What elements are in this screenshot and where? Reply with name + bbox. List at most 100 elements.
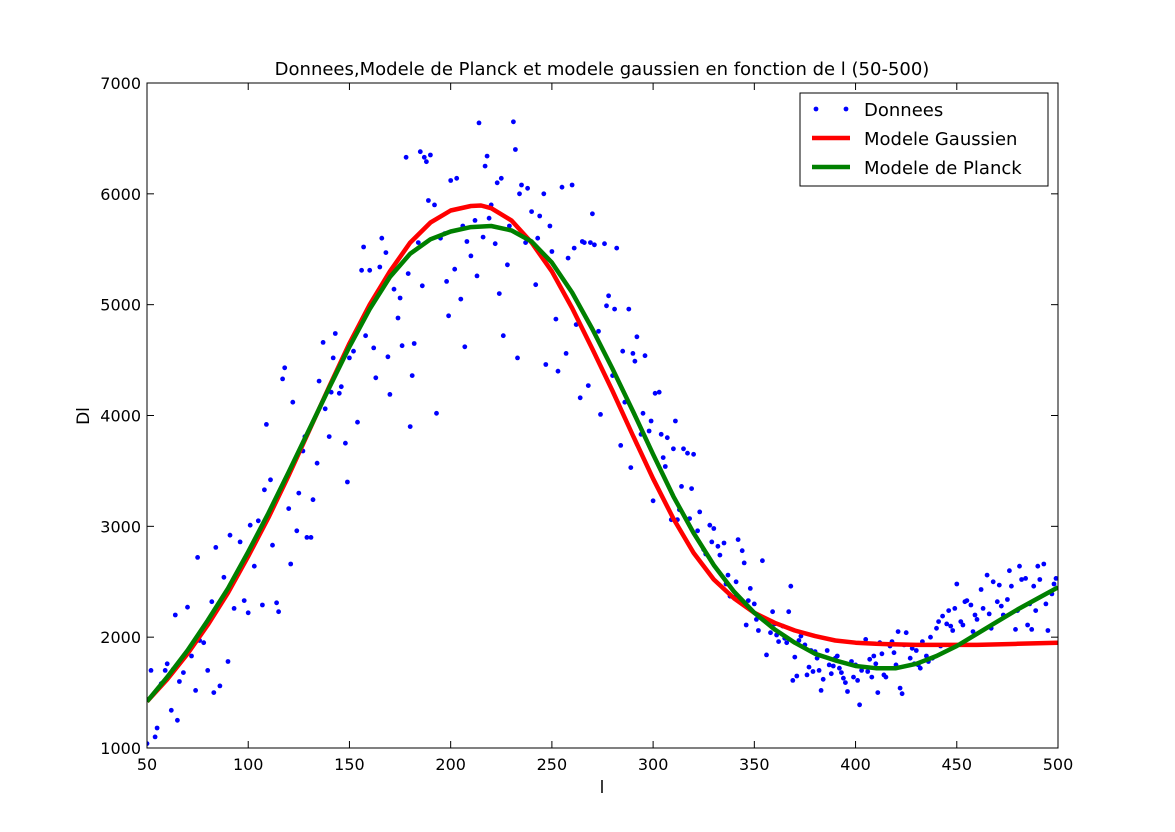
data-point [571, 245, 577, 251]
data-point [347, 355, 352, 361]
data-point [511, 119, 516, 125]
data-point [697, 509, 703, 515]
data-point [421, 154, 427, 160]
data-point [646, 428, 652, 434]
x-axis-label: l [600, 778, 605, 798]
data-point [717, 552, 723, 558]
data-point [875, 690, 881, 695]
data-point [175, 717, 180, 723]
x-tick-label: 300 [638, 755, 669, 774]
data-point [383, 250, 389, 256]
data-point [237, 539, 243, 545]
data-point [851, 674, 856, 680]
data-point [788, 583, 794, 589]
data-point [794, 673, 800, 679]
data-point [784, 640, 790, 646]
data-point [1007, 568, 1012, 574]
data-point [1033, 608, 1039, 613]
data-point [343, 440, 348, 446]
data-point [454, 175, 460, 181]
data-point [1041, 561, 1047, 567]
data-point [280, 376, 285, 382]
data-point [177, 679, 182, 684]
legend-marker [813, 106, 819, 112]
data-point [262, 487, 267, 493]
y-tick-label: 2000 [100, 628, 141, 647]
data-point [733, 579, 739, 585]
legend-label: Modele de Planck [864, 158, 1022, 179]
data-point [1019, 577, 1024, 582]
data-point [612, 306, 617, 312]
data-point [1031, 583, 1037, 589]
data-point [217, 683, 223, 689]
data-point [970, 629, 976, 634]
data-point [909, 645, 915, 651]
data-point [290, 399, 296, 405]
data-point [841, 675, 846, 681]
data-point [241, 598, 247, 603]
data-point [656, 389, 662, 395]
data-point [476, 120, 482, 126]
data-point [432, 202, 437, 208]
data-point [355, 419, 360, 425]
data-point [796, 638, 802, 643]
data-point [482, 163, 488, 169]
data-point [227, 532, 233, 538]
x-tick-label: 400 [840, 755, 871, 774]
data-point [628, 465, 634, 470]
data-point [585, 383, 591, 388]
data-point [424, 159, 429, 165]
legend: Donnees Modele Gaussien Modele de Planck [799, 92, 1049, 187]
data-point [1045, 628, 1051, 633]
data-point [549, 249, 555, 254]
data-point [529, 209, 534, 215]
data-point [618, 443, 624, 448]
data-point [660, 455, 666, 460]
data-point [632, 358, 638, 364]
y-tick-label: 4000 [100, 407, 141, 426]
data-point [434, 410, 439, 416]
data-point [195, 555, 201, 560]
data-point [747, 586, 753, 591]
data-point [403, 154, 409, 160]
data-point [361, 244, 366, 250]
data-point [1025, 622, 1030, 628]
data-point [276, 609, 281, 615]
data-point [792, 654, 798, 660]
data-point [405, 271, 411, 276]
data-point [743, 622, 749, 628]
data-point [326, 434, 332, 439]
data-point [316, 378, 322, 384]
data-point [189, 653, 194, 659]
data-point [515, 355, 520, 361]
legend-label: Donnees [864, 100, 943, 121]
data-point [1029, 627, 1035, 632]
data-point [209, 599, 215, 605]
data-point [845, 689, 850, 694]
data-point [1017, 563, 1022, 569]
data-point [689, 486, 694, 491]
data-point [648, 418, 654, 424]
data-point [944, 621, 950, 627]
data-point [147, 741, 150, 746]
data-point [756, 628, 761, 633]
data-point [172, 612, 178, 618]
data-marks [147, 119, 1058, 746]
data-point [1037, 577, 1043, 582]
data-point [978, 587, 984, 592]
data-point [1035, 563, 1041, 569]
data-point [168, 707, 174, 713]
data-point [294, 528, 300, 534]
data-point [496, 291, 502, 296]
data-point [873, 661, 879, 667]
data-point [247, 522, 253, 528]
data-point [790, 678, 796, 683]
data-point [1051, 581, 1057, 587]
data-point [691, 451, 696, 457]
data-point [387, 392, 393, 397]
data-point [201, 640, 207, 646]
data-point [484, 153, 490, 159]
chart-title: Donnees,Modele de Planck et modele gauss… [275, 59, 930, 80]
data-point [871, 653, 877, 659]
data-point [395, 315, 401, 321]
